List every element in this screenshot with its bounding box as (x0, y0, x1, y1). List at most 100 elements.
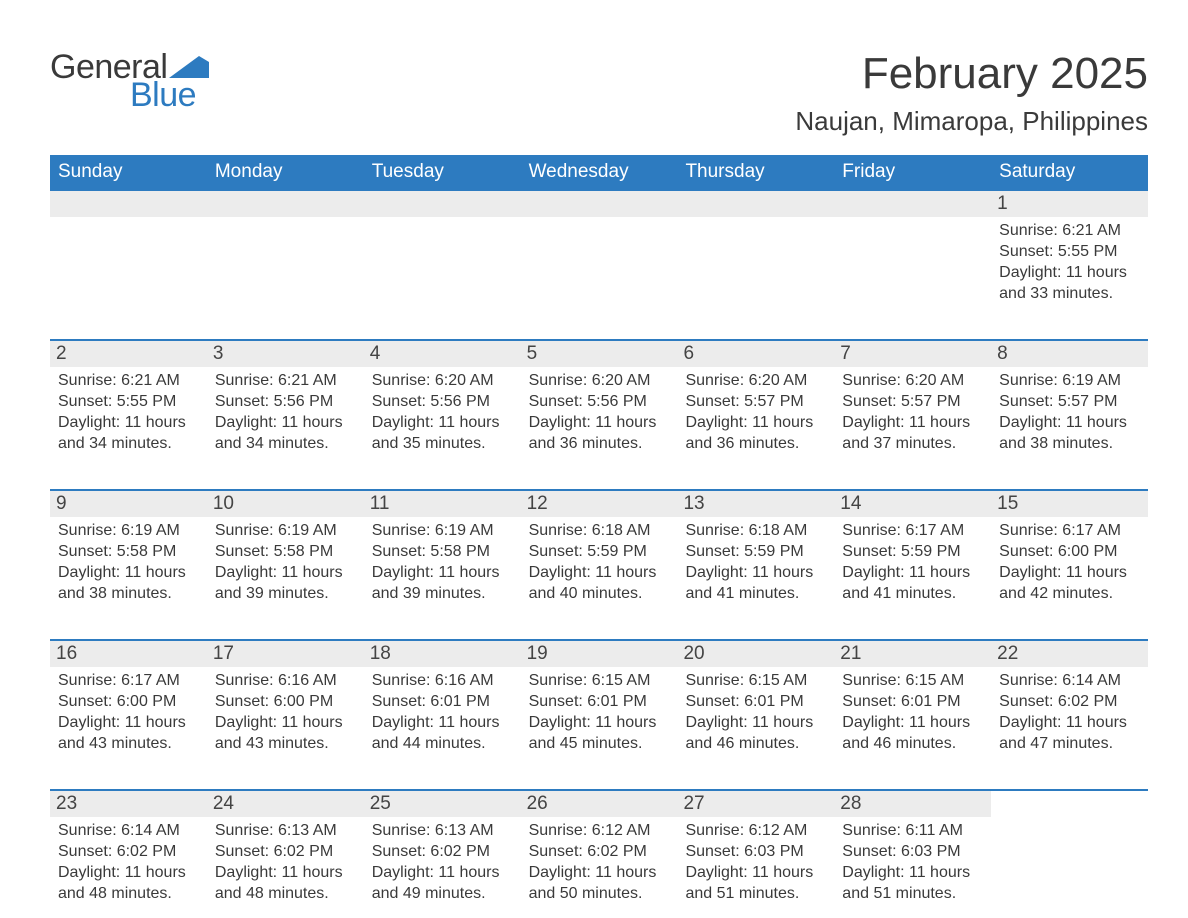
day-body: Sunrise: 6:15 AMSunset: 6:01 PMDaylight:… (529, 671, 670, 754)
day-number: 24 (207, 791, 364, 817)
day-cell: 3 Sunrise: 6:21 AMSunset: 5:56 PMDaylight… (207, 341, 364, 461)
day-cell: 13Sunrise: 6:18 AMSunset: 5:59 PMDayligh… (677, 491, 834, 611)
daylight-text: Daylight: 11 hours and 37 minutes. (842, 413, 983, 455)
weeks-container: 1Sunrise: 6:21 AMSunset: 5:55 PMDaylight… (50, 189, 1148, 911)
logo-text-blue: Blue (130, 78, 209, 112)
month-title: February 2025 (795, 50, 1148, 98)
day-body: Sunrise: 6:12 AMSunset: 6:03 PMDaylight:… (685, 821, 826, 904)
day-body: Sunrise: 6:12 AMSunset: 6:02 PMDaylight:… (529, 821, 670, 904)
sunrise-text: Sunrise: 6:21 AM (215, 371, 356, 392)
day-cell: 2Sunrise: 6:21 AMSunset: 5:55 PMDaylight… (50, 341, 207, 461)
daylight-text: Daylight: 11 hours and 42 minutes. (999, 563, 1140, 605)
sunrise-text: Sunrise: 6:17 AM (999, 521, 1140, 542)
day-body: Sunrise: 6:17 AMSunset: 6:00 PMDaylight:… (999, 521, 1140, 604)
day-number: 6 (677, 341, 834, 367)
day-body: Sunrise: 6:14 AMSunset: 6:02 PMDaylight:… (58, 821, 199, 904)
day-body: Sunrise: 6:13 AMSunset: 6:02 PMDaylight:… (215, 821, 356, 904)
sunset-text: Sunset: 6:00 PM (999, 542, 1140, 563)
day-number: 19 (521, 641, 678, 667)
day-number: 14 (834, 491, 991, 517)
day-number: 5 (521, 341, 678, 367)
day-cell: 16Sunrise: 6:17 AMSunset: 6:00 PMDayligh… (50, 641, 207, 761)
day-number: 17 (207, 641, 364, 667)
sunset-text: Sunset: 6:02 PM (529, 842, 670, 863)
sunrise-text: Sunrise: 6:12 AM (685, 821, 826, 842)
day-body: Sunrise: 6:19 AMSunset: 5:58 PMDaylight:… (215, 521, 356, 604)
day-cell (50, 191, 207, 311)
sunrise-text: Sunrise: 6:14 AM (999, 671, 1140, 692)
location-subtitle: Naujan, Mimaropa, Philippines (795, 106, 1148, 137)
day-body: Sunrise: 6:21 AMSunset: 5:55 PMDaylight:… (999, 221, 1140, 304)
day-cell: 22Sunrise: 6:14 AMSunset: 6:02 PMDayligh… (991, 641, 1148, 761)
day-body: Sunrise: 6:14 AMSunset: 6:02 PMDaylight:… (999, 671, 1140, 754)
day-body: Sunrise: 6:20 AMSunset: 5:56 PMDaylight:… (529, 371, 670, 454)
day-of-week-header: Friday (834, 155, 991, 189)
day-cell (521, 191, 678, 311)
day-cell (991, 791, 1148, 911)
day-number: 4 (364, 341, 521, 367)
day-number: 27 (677, 791, 834, 817)
daylight-text: Daylight: 11 hours and 47 minutes. (999, 713, 1140, 755)
day-of-week-header: Tuesday (364, 155, 521, 189)
day-of-week-header-row: SundayMondayTuesdayWednesdayThursdayFrid… (50, 155, 1148, 189)
daylight-text: Daylight: 11 hours and 48 minutes. (58, 863, 199, 905)
daylight-text: Daylight: 11 hours and 38 minutes. (58, 563, 199, 605)
sunrise-text: Sunrise: 6:15 AM (842, 671, 983, 692)
sunset-text: Sunset: 5:57 PM (842, 392, 983, 413)
day-cell: 8Sunrise: 6:19 AMSunset: 5:57 PMDaylight… (991, 341, 1148, 461)
daylight-text: Daylight: 11 hours and 34 minutes. (58, 413, 199, 455)
sunrise-text: Sunrise: 6:19 AM (372, 521, 513, 542)
sunrise-text: Sunrise: 6:21 AM (58, 371, 199, 392)
sunrise-text: Sunrise: 6:18 AM (685, 521, 826, 542)
sunrise-text: Sunrise: 6:16 AM (372, 671, 513, 692)
sunrise-text: Sunrise: 6:20 AM (685, 371, 826, 392)
day-cell: 17Sunrise: 6:16 AMSunset: 6:00 PMDayligh… (207, 641, 364, 761)
sunset-text: Sunset: 6:02 PM (372, 842, 513, 863)
daylight-text: Daylight: 11 hours and 39 minutes. (215, 563, 356, 605)
day-number: 26 (521, 791, 678, 817)
day-body: Sunrise: 6:19 AMSunset: 5:58 PMDaylight:… (372, 521, 513, 604)
sunset-text: Sunset: 5:58 PM (372, 542, 513, 563)
day-cell (364, 191, 521, 311)
sunset-text: Sunset: 5:58 PM (215, 542, 356, 563)
sunset-text: Sunset: 5:59 PM (529, 542, 670, 563)
sunset-text: Sunset: 6:01 PM (685, 692, 826, 713)
day-number: 11 (364, 491, 521, 517)
calendar: SundayMondayTuesdayWednesdayThursdayFrid… (50, 155, 1148, 911)
day-number: 21 (834, 641, 991, 667)
day-body: Sunrise: 6:13 AMSunset: 6:02 PMDaylight:… (372, 821, 513, 904)
day-cell: 9Sunrise: 6:19 AMSunset: 5:58 PMDaylight… (50, 491, 207, 611)
sunset-text: Sunset: 5:55 PM (999, 242, 1140, 263)
day-cell: 15 Sunrise: 6:17 AMSunset: 6:00 PMDayligh… (991, 491, 1148, 611)
daylight-text: Daylight: 11 hours and 41 minutes. (685, 563, 826, 605)
day-body: Sunrise: 6:21 AMSunset: 5:56 PMDaylight:… (215, 371, 356, 454)
day-body: Sunrise: 6:17 AMSunset: 6:00 PMDaylight:… (58, 671, 199, 754)
sunrise-text: Sunrise: 6:20 AM (372, 371, 513, 392)
sunset-text: Sunset: 6:01 PM (372, 692, 513, 713)
day-number: 15 (991, 491, 1148, 517)
sunset-text: Sunset: 5:59 PM (842, 542, 983, 563)
daylight-text: Daylight: 11 hours and 39 minutes. (372, 563, 513, 605)
sunrise-text: Sunrise: 6:13 AM (372, 821, 513, 842)
day-body: Sunrise: 6:20 AMSunset: 5:57 PMDaylight:… (842, 371, 983, 454)
sunset-text: Sunset: 5:57 PM (685, 392, 826, 413)
day-of-week-header: Monday (207, 155, 364, 189)
day-body: Sunrise: 6:15 AMSunset: 6:01 PMDaylight:… (842, 671, 983, 754)
daylight-text: Daylight: 11 hours and 46 minutes. (685, 713, 826, 755)
day-cell: 14Sunrise: 6:17 AMSunset: 5:59 PMDayligh… (834, 491, 991, 611)
day-cell: 28Sunrise: 6:11 AMSunset: 6:03 PMDayligh… (834, 791, 991, 911)
daylight-text: Daylight: 11 hours and 51 minutes. (842, 863, 983, 905)
day-of-week-header: Wednesday (521, 155, 678, 189)
day-number: 28 (834, 791, 991, 817)
daylight-text: Daylight: 11 hours and 45 minutes. (529, 713, 670, 755)
sunrise-text: Sunrise: 6:19 AM (215, 521, 356, 542)
daylight-text: Daylight: 11 hours and 44 minutes. (372, 713, 513, 755)
sunset-text: Sunset: 6:00 PM (58, 692, 199, 713)
sunset-text: Sunset: 6:02 PM (58, 842, 199, 863)
sunrise-text: Sunrise: 6:14 AM (58, 821, 199, 842)
week-row: 2Sunrise: 6:21 AMSunset: 5:55 PMDaylight… (50, 339, 1148, 461)
day-cell (834, 191, 991, 311)
day-number: 3 (207, 341, 364, 367)
daylight-text: Daylight: 11 hours and 51 minutes. (685, 863, 826, 905)
title-block: February 2025 Naujan, Mimaropa, Philippi… (795, 50, 1148, 137)
